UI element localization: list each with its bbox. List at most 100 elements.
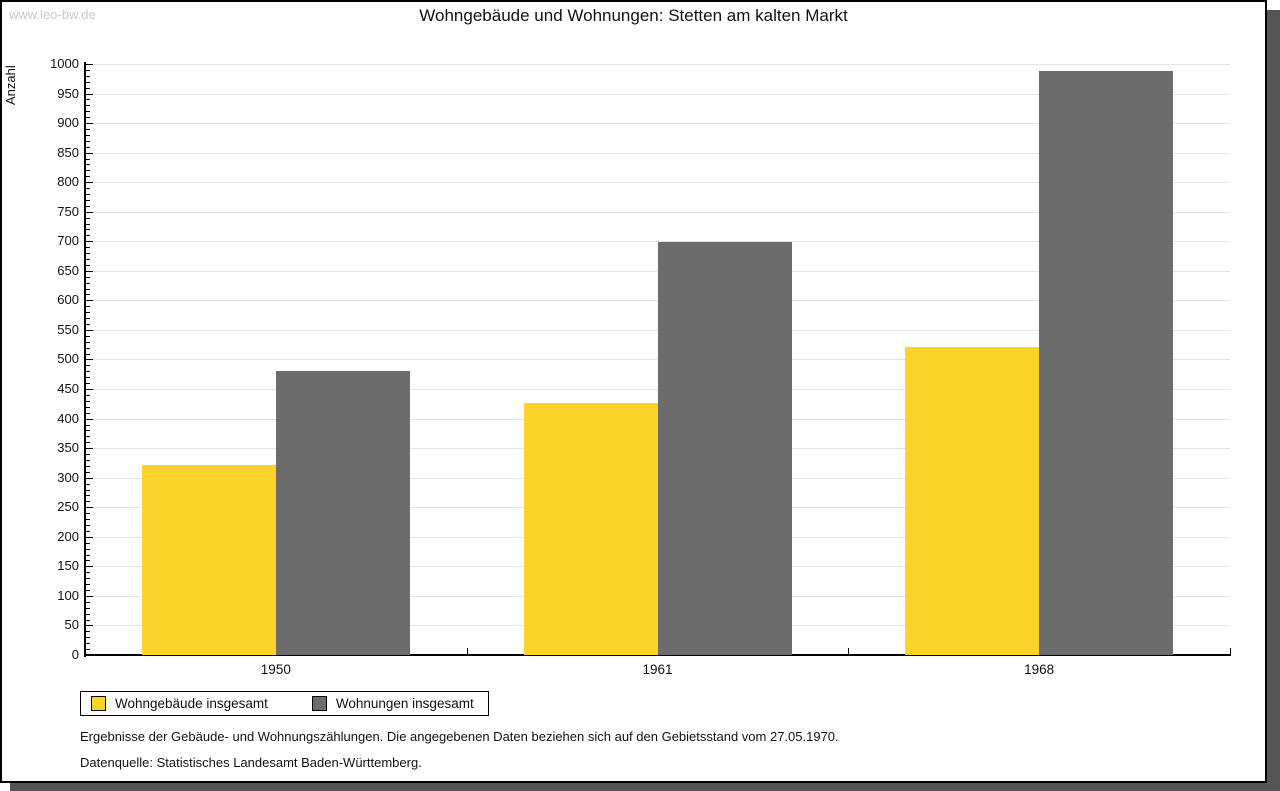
- y-major-tick: [86, 330, 93, 331]
- y-minor-tick: [86, 141, 90, 142]
- y-tick-label: 1000: [50, 56, 79, 71]
- y-minor-tick: [86, 643, 90, 644]
- y-minor-tick: [86, 99, 90, 100]
- chart-card: www.leo-bw.de Wohngebäude und Wohnungen:…: [0, 0, 1267, 783]
- y-minor-tick: [86, 336, 90, 337]
- y-major-tick: [86, 389, 93, 390]
- y-minor-tick: [86, 365, 90, 366]
- y-minor-tick: [86, 188, 90, 189]
- y-minor-tick: [86, 549, 90, 550]
- footnote-datenquelle: Datenquelle: Statistisches Landesamt Bad…: [80, 755, 422, 770]
- y-minor-tick: [86, 442, 90, 443]
- y-tick-label: 750: [57, 204, 79, 219]
- y-minor-tick: [86, 111, 90, 112]
- y-minor-tick: [86, 413, 90, 414]
- bar-wohngebaeude-1950: [142, 465, 276, 655]
- y-major-tick: [86, 123, 93, 124]
- y-minor-tick: [86, 620, 90, 621]
- x-tick-label: 1950: [260, 662, 291, 677]
- y-minor-tick: [86, 135, 90, 136]
- y-tick-label: 500: [57, 351, 79, 366]
- y-major-tick: [86, 64, 93, 65]
- y-minor-tick: [86, 342, 90, 343]
- y-minor-tick: [86, 531, 90, 532]
- y-major-tick: [86, 566, 93, 567]
- y-minor-tick: [86, 324, 90, 325]
- y-tick-label: 950: [57, 86, 79, 101]
- y-gridline: [86, 241, 1230, 242]
- y-minor-tick: [86, 631, 90, 632]
- bar-wohnungen-1950: [276, 371, 410, 655]
- y-minor-tick: [86, 513, 90, 514]
- y-minor-tick: [86, 466, 90, 467]
- x-boundary-tick: [848, 648, 849, 655]
- y-axis-title: Anzahl: [3, 65, 18, 105]
- y-minor-tick: [86, 584, 90, 585]
- bar-wohnungen-1961: [658, 242, 792, 655]
- y-tick-label: 50: [64, 617, 79, 632]
- bar-wohngebaeude-1968: [905, 347, 1039, 655]
- y-minor-tick: [86, 436, 90, 437]
- bar-wohnungen-1968: [1039, 71, 1173, 655]
- y-minor-tick: [86, 70, 90, 71]
- y-minor-tick: [86, 401, 90, 402]
- y-minor-tick: [86, 88, 90, 89]
- y-minor-tick: [86, 519, 90, 520]
- y-minor-tick: [86, 129, 90, 130]
- y-major-tick: [86, 596, 93, 597]
- y-minor-tick: [86, 578, 90, 579]
- y-major-tick: [86, 537, 93, 538]
- y-minor-tick: [86, 371, 90, 372]
- y-tick-label: 650: [57, 263, 79, 278]
- y-gridline: [86, 212, 1230, 213]
- y-minor-tick: [86, 82, 90, 83]
- y-major-tick: [86, 271, 93, 272]
- x-axis-line: [84, 654, 1231, 656]
- footnote-gebietsstand: Ergebnisse der Gebäude- und Wohnungszähl…: [80, 729, 839, 744]
- x-boundary-tick: [467, 648, 468, 655]
- y-tick-label: 200: [57, 529, 79, 544]
- y-gridline: [86, 64, 1230, 65]
- y-tick-label: 400: [57, 411, 79, 426]
- y-minor-tick: [86, 501, 90, 502]
- y-minor-tick: [86, 147, 90, 148]
- y-minor-tick: [86, 176, 90, 177]
- y-tick-label: 0: [71, 647, 79, 662]
- y-minor-tick: [86, 472, 90, 473]
- y-minor-tick: [86, 289, 90, 290]
- y-minor-tick: [86, 76, 90, 77]
- y-minor-tick: [86, 235, 90, 236]
- y-minor-tick: [86, 525, 90, 526]
- y-major-tick: [86, 419, 93, 420]
- legend-swatch-icon: [91, 696, 106, 711]
- y-minor-tick: [86, 460, 90, 461]
- y-minor-tick: [86, 206, 90, 207]
- y-minor-tick: [86, 608, 90, 609]
- y-major-tick: [86, 241, 93, 242]
- y-minor-tick: [86, 543, 90, 544]
- y-minor-tick: [86, 170, 90, 171]
- y-minor-tick: [86, 377, 90, 378]
- y-minor-tick: [86, 117, 90, 118]
- y-tick-label: 100: [57, 588, 79, 603]
- y-minor-tick: [86, 159, 90, 160]
- y-tick-label: 300: [57, 470, 79, 485]
- y-tick-label: 900: [57, 115, 79, 130]
- chart-title: Wohngebäude und Wohnungen: Stetten am ka…: [419, 6, 848, 25]
- y-minor-tick: [86, 265, 90, 266]
- y-minor-tick: [86, 602, 90, 603]
- y-minor-tick: [86, 105, 90, 106]
- y-tick-label: 250: [57, 499, 79, 514]
- y-minor-tick: [86, 318, 90, 319]
- y-minor-tick: [86, 560, 90, 561]
- y-minor-tick: [86, 395, 90, 396]
- legend: Wohngebäude insgesamt Wohnungen insgesamt: [80, 691, 489, 716]
- y-axis-line: [84, 62, 86, 657]
- y-minor-tick: [86, 247, 90, 248]
- legend-item-wohnungen: Wohnungen insgesamt: [311, 696, 474, 711]
- y-tick-label: 600: [57, 292, 79, 307]
- y-minor-tick: [86, 555, 90, 556]
- y-minor-tick: [86, 253, 90, 254]
- y-minor-tick: [86, 283, 90, 284]
